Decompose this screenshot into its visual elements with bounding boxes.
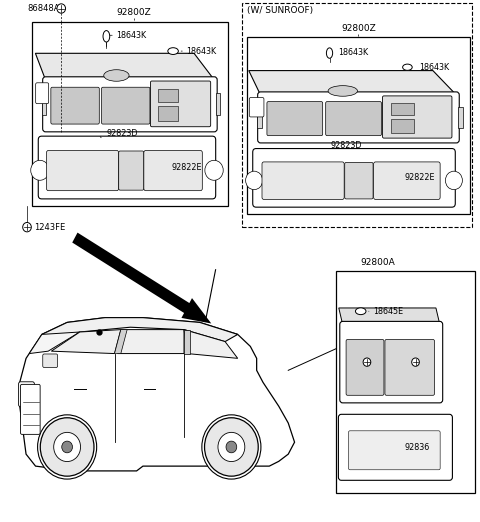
Text: 92800A: 92800A (360, 258, 395, 267)
Polygon shape (72, 233, 211, 324)
Circle shape (40, 418, 94, 476)
Ellipse shape (326, 48, 333, 58)
Bar (458, 107, 463, 127)
Circle shape (62, 441, 72, 453)
Circle shape (37, 415, 96, 479)
Text: 92822E: 92822E (405, 173, 435, 182)
Bar (157, 106, 178, 121)
Bar (247, 37, 470, 214)
Circle shape (31, 160, 49, 180)
Text: 92800Z: 92800Z (117, 8, 151, 17)
Text: 18643K: 18643K (420, 63, 449, 72)
FancyBboxPatch shape (36, 83, 48, 104)
Polygon shape (115, 329, 127, 353)
Circle shape (204, 418, 258, 476)
FancyBboxPatch shape (144, 150, 202, 191)
FancyBboxPatch shape (258, 92, 459, 143)
FancyBboxPatch shape (385, 339, 434, 395)
FancyBboxPatch shape (346, 339, 384, 395)
Circle shape (445, 171, 462, 189)
Text: 92823D: 92823D (107, 129, 138, 138)
Bar (257, 107, 262, 127)
Circle shape (23, 222, 31, 232)
Ellipse shape (403, 64, 412, 70)
Text: 18643K: 18643K (338, 48, 368, 56)
FancyBboxPatch shape (262, 162, 344, 199)
Bar (42, 93, 47, 115)
Bar (391, 119, 414, 133)
Polygon shape (339, 308, 440, 325)
Bar (32, 21, 228, 206)
FancyBboxPatch shape (267, 102, 323, 136)
Text: 18645E: 18645E (372, 307, 403, 316)
Circle shape (226, 441, 237, 453)
Polygon shape (42, 318, 238, 344)
FancyBboxPatch shape (383, 96, 452, 138)
Ellipse shape (104, 70, 129, 81)
Circle shape (54, 432, 81, 461)
Text: 92836: 92836 (404, 443, 429, 452)
Text: 92800Z: 92800Z (341, 24, 376, 33)
Circle shape (202, 415, 261, 479)
Text: 92823D: 92823D (331, 141, 362, 150)
Circle shape (412, 358, 420, 366)
FancyBboxPatch shape (338, 414, 453, 480)
FancyBboxPatch shape (345, 162, 373, 199)
Text: 86848A: 86848A (27, 4, 60, 13)
Bar (157, 89, 178, 102)
FancyBboxPatch shape (101, 87, 150, 124)
Text: 92822E: 92822E (171, 163, 202, 172)
Circle shape (246, 171, 263, 189)
Text: (W/ SUNROOF): (W/ SUNROOF) (247, 6, 313, 15)
FancyBboxPatch shape (19, 382, 35, 407)
FancyBboxPatch shape (38, 136, 216, 199)
FancyBboxPatch shape (253, 149, 455, 207)
Polygon shape (51, 329, 121, 353)
Polygon shape (36, 53, 214, 80)
FancyBboxPatch shape (43, 77, 217, 132)
Bar (216, 93, 220, 115)
Bar (391, 103, 414, 115)
FancyBboxPatch shape (340, 322, 443, 403)
FancyBboxPatch shape (119, 151, 144, 190)
Polygon shape (184, 329, 238, 359)
Circle shape (205, 160, 223, 180)
FancyBboxPatch shape (43, 354, 58, 367)
Polygon shape (118, 329, 184, 353)
FancyBboxPatch shape (21, 384, 40, 434)
FancyBboxPatch shape (348, 431, 440, 470)
FancyBboxPatch shape (373, 162, 440, 199)
Text: 18643K: 18643K (186, 46, 216, 55)
FancyBboxPatch shape (326, 102, 382, 136)
FancyBboxPatch shape (51, 87, 99, 124)
Polygon shape (20, 318, 295, 471)
Ellipse shape (356, 308, 366, 315)
Bar (336, 271, 475, 493)
Bar (242, 3, 472, 227)
Text: 1243FE: 1243FE (34, 223, 65, 232)
Circle shape (57, 4, 66, 13)
FancyBboxPatch shape (47, 150, 119, 191)
FancyBboxPatch shape (150, 81, 211, 127)
Polygon shape (184, 329, 191, 353)
Ellipse shape (328, 86, 358, 96)
Polygon shape (249, 70, 456, 95)
Circle shape (218, 432, 245, 461)
Text: 18643K: 18643K (116, 31, 146, 40)
Circle shape (363, 358, 371, 366)
Ellipse shape (103, 31, 110, 42)
FancyBboxPatch shape (249, 98, 264, 117)
Ellipse shape (168, 48, 179, 54)
Polygon shape (29, 332, 80, 353)
